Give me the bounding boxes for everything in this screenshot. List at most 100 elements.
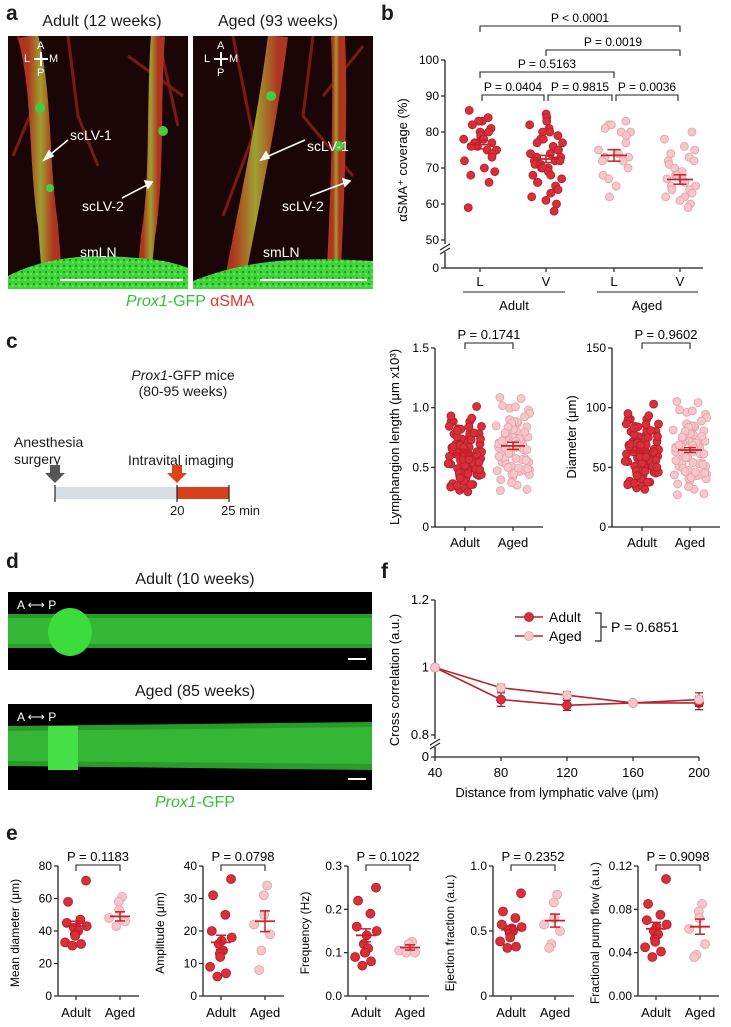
e4-comparison-pvalue: P = 0.2352 <box>501 849 564 864</box>
btop-xtick-label: V <box>676 274 685 289</box>
bdia-comparison-bracket <box>641 342 691 349</box>
compass-m: M <box>229 53 239 65</box>
e2-point <box>220 909 231 920</box>
btop-point <box>667 185 677 195</box>
bdia-point <box>672 397 682 406</box>
bdia-point <box>698 460 708 469</box>
bdia-point <box>620 456 630 466</box>
blen-point <box>520 412 529 422</box>
btop-point <box>542 116 552 126</box>
chart-f-cross-correlation: 0 0.8 1 1.2 Cross correlation (a.u.) 40 80 120 1… <box>387 592 710 800</box>
f-xtick-label: 80 <box>494 765 508 780</box>
f-ytick-label: 0 <box>422 749 429 764</box>
e2-ytick-label: 0 <box>190 989 197 1003</box>
btop-point <box>487 152 497 162</box>
adult-image-title: Adult (12 weeks) <box>42 13 162 30</box>
e3-point <box>350 952 361 962</box>
panel-letter-e: e <box>6 822 18 845</box>
f-pvalue: P = 0.6851 <box>611 619 679 635</box>
btop-point <box>660 134 669 144</box>
e1-point <box>113 896 124 907</box>
e1-point <box>114 904 125 915</box>
bdia-point <box>674 440 684 450</box>
blen-xtick-label: Aged <box>498 535 528 550</box>
e2-point <box>262 880 273 891</box>
e4-point <box>544 943 555 953</box>
btop-point <box>546 188 556 198</box>
e5-ytick-label: 0.04 <box>609 946 633 960</box>
bdia-xtick-label: Aged <box>675 535 705 550</box>
blen-ylabel: Lymphangion length (μm x10³) <box>387 349 402 525</box>
e3-point <box>351 921 362 932</box>
btop-comparison-pvalue: P < 0.0001 <box>551 11 609 25</box>
f-ytick-label: 0.8 <box>411 727 429 742</box>
e1-point <box>67 940 78 951</box>
blen-point <box>443 459 453 469</box>
btop-point <box>479 163 489 173</box>
e1-comparison-pvalue: P = 0.1183 <box>67 849 129 864</box>
bdia-point <box>693 398 703 408</box>
bdia-xtick-label: Adult <box>627 535 657 550</box>
btop-comparison-pvalue: P = 0.9815 <box>551 80 609 94</box>
e1-ytick-label: 20 <box>39 957 53 971</box>
blen-point <box>452 426 462 435</box>
blen-comparison-pvalue: P = 0.1741 <box>457 327 520 342</box>
bdia-point <box>646 426 656 435</box>
bdia-point <box>673 479 683 489</box>
f-xtick-label: 200 <box>688 765 710 780</box>
blen-point <box>496 486 505 495</box>
btop-point <box>622 131 631 141</box>
btop-comparison-bracket <box>615 94 679 101</box>
e2-point <box>249 919 260 930</box>
legend-gfp-gene: Prox1 <box>125 293 168 310</box>
blen-point <box>475 465 485 475</box>
blen-point <box>464 422 474 432</box>
chart-b-diameter: 0 50 100 150 Diameter (μm) Adult Aged P = 0.960… <box>564 327 720 550</box>
e4-ytick-label: 0 <box>480 989 487 1003</box>
e3-point <box>366 956 376 967</box>
e2-point <box>215 952 226 962</box>
f-legend-bracket <box>595 612 607 642</box>
label-sclv1-aged: scLV-1 <box>307 138 349 154</box>
arrowhead-sclv2-aged <box>341 177 352 188</box>
compass-l: L <box>204 53 211 65</box>
btop-comparison-pvalue: P = 0.5163 <box>518 57 576 71</box>
btop-point <box>600 123 610 133</box>
btop-point <box>675 195 685 205</box>
e4-point <box>539 919 550 930</box>
bdia-point <box>629 478 639 488</box>
label-sclv2-aged: scLV-2 <box>282 198 324 214</box>
e2-point <box>221 968 231 979</box>
blen-ytick-label: 1.0 <box>412 401 429 415</box>
e3-point <box>371 926 382 936</box>
blen-point <box>466 480 475 489</box>
blen-point <box>498 401 507 411</box>
panel-letter-d: d <box>6 550 19 573</box>
e1-ytick-label: 0 <box>45 989 52 1003</box>
btop-ytick-label: 0 <box>432 261 439 275</box>
btop-point <box>546 170 556 180</box>
e5-point <box>655 909 666 920</box>
e2-point <box>205 961 216 972</box>
btop-point <box>597 156 607 166</box>
chart-e-amplitude: 0 10 20 30 40 Amplitude (μm) Adult Aged P = 0.07… <box>153 849 284 1020</box>
e1-xtick-label: Adult <box>61 1005 91 1020</box>
e1-point <box>111 921 122 932</box>
bdia-point <box>654 419 663 429</box>
blen-point <box>510 402 520 412</box>
scale-bar-d-aged <box>348 778 366 780</box>
btop-point <box>661 192 671 202</box>
label-sclv1-adult: scLV-1 <box>70 127 112 143</box>
bdia-point <box>687 406 697 416</box>
e1-point <box>63 896 73 907</box>
compass-adult: A L M P <box>24 40 60 80</box>
compass-p: P <box>37 67 45 79</box>
btop-ytick-label: 50 <box>426 233 440 247</box>
d-legend-suffix: -GFP <box>196 794 235 811</box>
e5-point <box>641 915 652 926</box>
bdia-ytick-label: 0 <box>599 520 606 534</box>
blen-point <box>492 466 502 476</box>
arrow-anesthesia <box>45 465 65 483</box>
e1-ytick-label: 40 <box>39 924 53 938</box>
e2-point <box>212 971 223 982</box>
